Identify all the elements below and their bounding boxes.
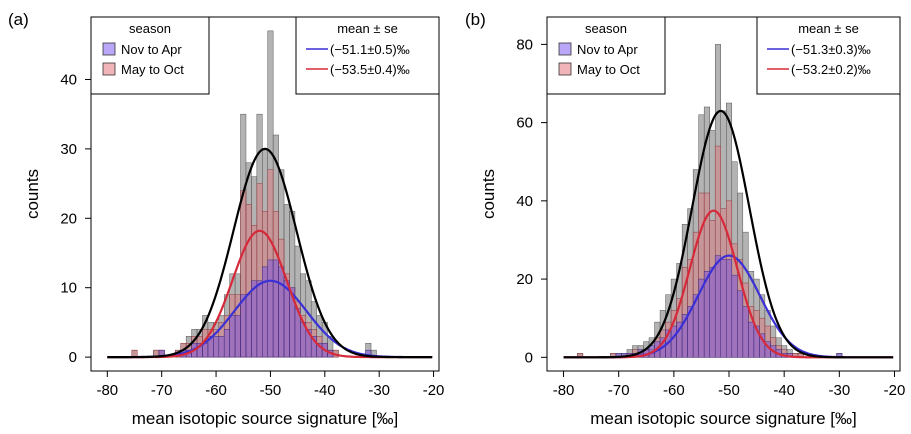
y-axis-title: counts (23, 169, 42, 219)
bar-nov-apr (714, 255, 721, 358)
histogram-panel-2: -80 -70 -60 -50 -40 -30 -20 0 20 40 60 80 mean isoto… (465, 10, 905, 428)
legend-box (546, 16, 666, 95)
x-tick-label: -40 (773, 382, 795, 399)
bar-nov-apr (742, 306, 749, 358)
y-tick-label: 0 (525, 349, 533, 366)
bar-nov-apr (223, 329, 230, 358)
y-tick-label: 30 (60, 141, 77, 158)
bar-nov-apr (202, 342, 209, 358)
legend-label: (−51.3±0.3)‰ (791, 42, 871, 57)
bar-nov-apr (229, 315, 236, 358)
y-tick-label: 0 (69, 349, 77, 366)
curve-total (107, 147, 433, 359)
x-tick-label: -50 (260, 382, 282, 399)
histogram-panel-1: -80 -70 -60 -50 -40 -30 -20 0 10 20 30 40 mean isoto… (8, 10, 444, 428)
legend-label: (−51.1±0.5)‰ (330, 42, 410, 57)
x-tick-label: -20 (423, 382, 445, 399)
legend-swatch (102, 62, 116, 76)
bar-nov-apr (731, 274, 738, 358)
legend-swatch (558, 62, 572, 76)
y-tick-label: 20 (60, 210, 77, 227)
legend-box (90, 16, 210, 95)
bar-nov-apr (251, 280, 258, 358)
legend-title: mean ± se (337, 21, 398, 36)
legend-label: Nov to Apr (121, 42, 182, 57)
legend-label: Nov to Apr (577, 42, 638, 57)
x-axis-title: mean isotopic source signature [‰] (132, 409, 398, 428)
x-tick-label: -80 (553, 382, 575, 399)
legend-title: mean ± se (798, 21, 859, 36)
legend-season: season Nov to Apr May to Oct (546, 16, 666, 95)
plot-frame (90, 16, 440, 372)
bar-nov-apr (234, 315, 241, 358)
legend-box (756, 16, 901, 95)
bar-nov-apr (709, 267, 716, 358)
bar-nov-apr (256, 280, 263, 358)
y-tick-label: 80 (516, 36, 533, 53)
panel-label: (a) (8, 10, 29, 29)
legend-title: season (585, 21, 627, 36)
y-tick-label: 40 (60, 71, 77, 88)
x-tick-label: -60 (663, 382, 685, 399)
x-tick-label: -30 (368, 382, 390, 399)
bar-nov-apr (670, 325, 677, 358)
x-tick-label: -60 (205, 382, 227, 399)
y-tick-label: 60 (516, 115, 533, 132)
legend-label: (−53.2±0.2)‰ (791, 62, 871, 77)
bar-nov-apr (726, 259, 733, 358)
bar-nov-apr (218, 336, 225, 358)
x-tick-label: -70 (151, 382, 173, 399)
legend-swatch (102, 42, 116, 56)
legend-season: season Nov to Apr May to Oct (90, 16, 210, 95)
x-axis-title: mean isotopic source signature [‰] (590, 409, 856, 428)
x-tick-label: -70 (608, 382, 630, 399)
y-tick-label: 40 (516, 193, 533, 210)
bar-nov-apr (283, 280, 290, 358)
x-tick-label: -30 (828, 382, 850, 399)
bar-nov-apr (245, 294, 252, 358)
x-tick-label: -40 (314, 382, 336, 399)
y-tick-label: 10 (60, 280, 77, 297)
x-tick-label: -50 (718, 382, 740, 399)
bar-nov-apr (748, 321, 755, 358)
legend-mean-se: mean ± se (−51.1±0.5)‰ (−53.5±0.4)‰ (295, 16, 440, 95)
legend-mean-se: mean ± se (−51.3±0.3)‰ (−53.2±0.2)‰ (756, 16, 901, 95)
plot-frame (546, 16, 901, 372)
legend-swatch (558, 42, 572, 56)
x-tick-label: -20 (884, 382, 906, 399)
bar-nov-apr (272, 259, 279, 358)
bar-nov-apr (278, 266, 285, 358)
legend-box (295, 16, 440, 95)
y-axis-title: counts (479, 169, 498, 219)
bar-nov-apr (213, 336, 220, 358)
legend-label: May to Oct (577, 62, 640, 77)
y-tick-label: 20 (516, 271, 533, 288)
legend-label: May to Oct (121, 62, 184, 77)
legend-title: season (129, 21, 171, 36)
curve-total (563, 109, 894, 359)
bar-nov-apr (720, 259, 727, 358)
legend-label: (−53.5±0.4)‰ (330, 62, 410, 77)
bar-nov-apr (240, 294, 247, 358)
x-tick-label: -80 (96, 382, 118, 399)
panel-label: (b) (465, 10, 486, 29)
bar-nov-apr (267, 259, 274, 358)
bar-nov-apr (737, 290, 744, 358)
